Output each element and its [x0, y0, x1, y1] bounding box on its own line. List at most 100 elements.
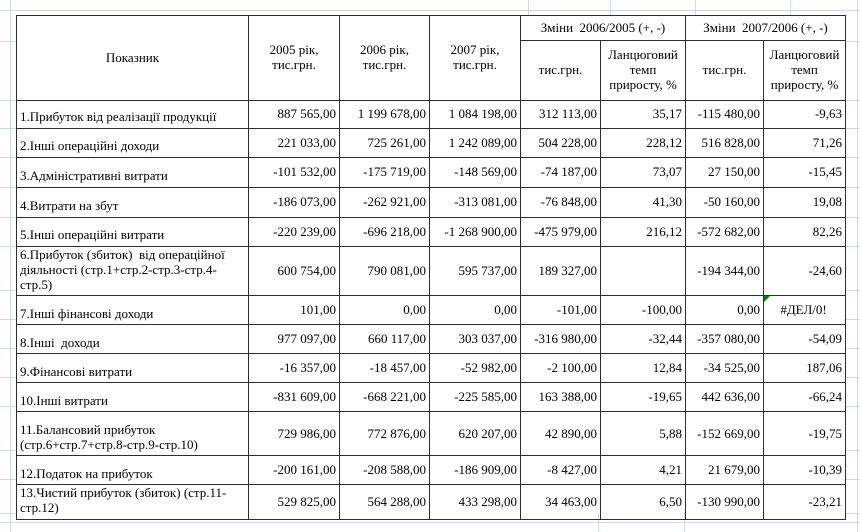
value-cell[interactable]: -15,45: [763, 157, 847, 188]
row-label-cell[interactable]: 10.Інші витрати: [16, 382, 249, 413]
value-cell[interactable]: -24,60: [763, 245, 847, 297]
col-header-2007[interactable]: 2007 рік, тис.грн.: [429, 15, 521, 101]
row-label-cell[interactable]: 11.Балансовий прибуток (стр.6+стр.7+стр.…: [16, 411, 249, 457]
value-cell[interactable]: -194 344,00: [685, 245, 765, 297]
value-cell[interactable]: 0,00: [339, 295, 430, 326]
value-cell[interactable]: -475 979,00: [520, 217, 601, 247]
value-cell[interactable]: -23,21: [763, 484, 847, 521]
row-label-cell[interactable]: 13.Чистий прибуток (збиток) (стр.11- стр…: [16, 484, 249, 521]
value-cell[interactable]: -66,24: [763, 382, 847, 413]
value-cell[interactable]: -148 569,00: [429, 157, 521, 188]
value-cell[interactable]: 772 876,00: [339, 411, 430, 457]
value-cell[interactable]: 433 298,00: [429, 484, 521, 521]
value-cell[interactable]: -8 427,00: [520, 455, 601, 486]
value-cell[interactable]: -316 980,00: [520, 324, 601, 355]
value-cell[interactable]: 442 636,00: [685, 382, 765, 413]
value-cell[interactable]: 221 033,00: [248, 128, 340, 158]
value-cell[interactable]: 73,07: [599, 157, 687, 188]
value-cell[interactable]: -262 921,00: [339, 187, 430, 218]
row-label-cell[interactable]: 12.Податок на прибуток: [16, 455, 249, 486]
value-cell[interactable]: -200 161,00: [248, 455, 340, 486]
value-cell[interactable]: 5,88: [599, 411, 687, 457]
col-group-changes-2007-2006[interactable]: Зміни 2007/2006 (+, -): [685, 15, 847, 41]
value-cell[interactable]: -225 585,00: [429, 382, 521, 413]
col-header-change2-rate[interactable]: Ланцюговий темп приросту, %: [763, 40, 847, 101]
value-cell[interactable]: 660 117,00: [339, 324, 430, 355]
value-cell[interactable]: -74 187,00: [520, 157, 601, 188]
value-cell[interactable]: 1 242 089,00: [429, 128, 521, 158]
value-cell[interactable]: -18 457,00: [339, 353, 430, 384]
value-cell[interactable]: -175 719,00: [339, 157, 430, 188]
value-cell[interactable]: -76 848,00: [520, 187, 601, 218]
col-header-2005[interactable]: 2005 рік, тис.грн.: [248, 15, 340, 101]
value-cell[interactable]: 101,00: [248, 295, 340, 326]
col-header-change1-ths[interactable]: тис.грн.: [520, 40, 601, 101]
value-cell[interactable]: 21 679,00: [685, 455, 765, 486]
value-cell[interactable]: 0,00: [685, 295, 765, 326]
row-label-cell[interactable]: 2.Інші операційні доходи: [16, 128, 249, 158]
value-cell[interactable]: -54,09: [763, 324, 847, 355]
value-cell[interactable]: 27 150,00: [685, 157, 765, 188]
row-label-cell[interactable]: 9.Фінансові витрати: [16, 353, 249, 384]
value-cell[interactable]: -9,63: [763, 100, 847, 129]
value-cell[interactable]: 82,26: [763, 217, 847, 247]
col-header-2006[interactable]: 2006 рік, тис.грн.: [339, 15, 430, 101]
value-cell[interactable]: 163 388,00: [520, 382, 601, 413]
value-cell[interactable]: -152 669,00: [685, 411, 765, 457]
value-cell[interactable]: 4,21: [599, 455, 687, 486]
value-cell[interactable]: 6,50: [599, 484, 687, 521]
value-cell[interactable]: 187,06: [763, 353, 847, 384]
value-cell[interactable]: -101 532,00: [248, 157, 340, 188]
col-header-change2-ths[interactable]: тис.грн.: [685, 40, 765, 101]
value-cell[interactable]: 35,17: [599, 100, 687, 129]
value-cell[interactable]: 19,08: [763, 187, 847, 218]
value-cell[interactable]: 71,26: [763, 128, 847, 158]
col-header-indicator[interactable]: Показник: [16, 15, 249, 101]
value-cell[interactable]: 790 081,00: [339, 245, 430, 297]
row-label-cell[interactable]: 5.Інші операційні витрати: [16, 217, 249, 247]
value-cell[interactable]: -10,39: [763, 455, 847, 486]
value-cell[interactable]: -208 588,00: [339, 455, 430, 486]
value-cell[interactable]: 216,12: [599, 217, 687, 247]
value-cell[interactable]: -220 239,00: [248, 217, 340, 247]
value-cell[interactable]: -186 073,00: [248, 187, 340, 218]
value-cell[interactable]: -32,44: [599, 324, 687, 355]
value-cell[interactable]: 595 737,00: [429, 245, 521, 297]
value-cell[interactable]: -357 080,00: [685, 324, 765, 355]
col-header-change1-rate[interactable]: Ланцюговий темп приросту, %: [599, 40, 687, 101]
row-label-cell[interactable]: 8.Інші доходи: [16, 324, 249, 355]
value-cell[interactable]: -115 480,00: [685, 100, 765, 129]
value-cell[interactable]: -696 218,00: [339, 217, 430, 247]
value-cell[interactable]: -130 990,00: [685, 484, 765, 521]
row-label-cell[interactable]: 7.Інші фінансові доходи: [16, 295, 249, 326]
row-label-cell[interactable]: 6.Прибуток (збиток) від операційної діял…: [16, 245, 249, 297]
row-label-cell[interactable]: 1.Прибуток від реалізації продукції: [16, 100, 249, 129]
value-cell[interactable]: 887 565,00: [248, 100, 340, 129]
value-cell[interactable]: -313 081,00: [429, 187, 521, 218]
value-cell[interactable]: 189 327,00: [520, 245, 601, 297]
col-group-changes-2006-2005[interactable]: Зміни 2006/2005 (+, -): [519, 15, 687, 41]
value-cell[interactable]: 34 463,00: [520, 484, 601, 521]
value-cell[interactable]: 312 113,00: [520, 100, 601, 129]
value-cell[interactable]: -52 982,00: [429, 353, 521, 384]
value-cell[interactable]: [599, 245, 687, 297]
value-cell[interactable]: -34 525,00: [685, 353, 765, 384]
value-cell[interactable]: 1 199 678,00: [339, 100, 430, 129]
value-cell[interactable]: -19,75: [763, 411, 847, 457]
value-cell[interactable]: 600 754,00: [248, 245, 340, 297]
value-cell[interactable]: 977 097,00: [248, 324, 340, 355]
value-cell[interactable]: 504 228,00: [520, 128, 601, 158]
value-cell[interactable]: -16 357,00: [248, 353, 340, 384]
value-cell[interactable]: -50 160,00: [685, 187, 765, 218]
value-cell[interactable]: 1 084 198,00: [429, 100, 521, 129]
value-cell[interactable]: 620 207,00: [429, 411, 521, 457]
value-cell[interactable]: 303 037,00: [429, 324, 521, 355]
value-cell[interactable]: -186 909,00: [429, 455, 521, 486]
row-label-cell[interactable]: 3.Адміністративні витрати: [16, 157, 249, 188]
error-value-cell[interactable]: #ДЕЛ/0!: [763, 295, 847, 326]
value-cell[interactable]: 725 261,00: [339, 128, 430, 158]
value-cell[interactable]: 0,00: [429, 295, 521, 326]
value-cell[interactable]: -572 682,00: [685, 217, 765, 247]
value-cell[interactable]: -668 221,00: [339, 382, 430, 413]
value-cell[interactable]: 12,84: [599, 353, 687, 384]
